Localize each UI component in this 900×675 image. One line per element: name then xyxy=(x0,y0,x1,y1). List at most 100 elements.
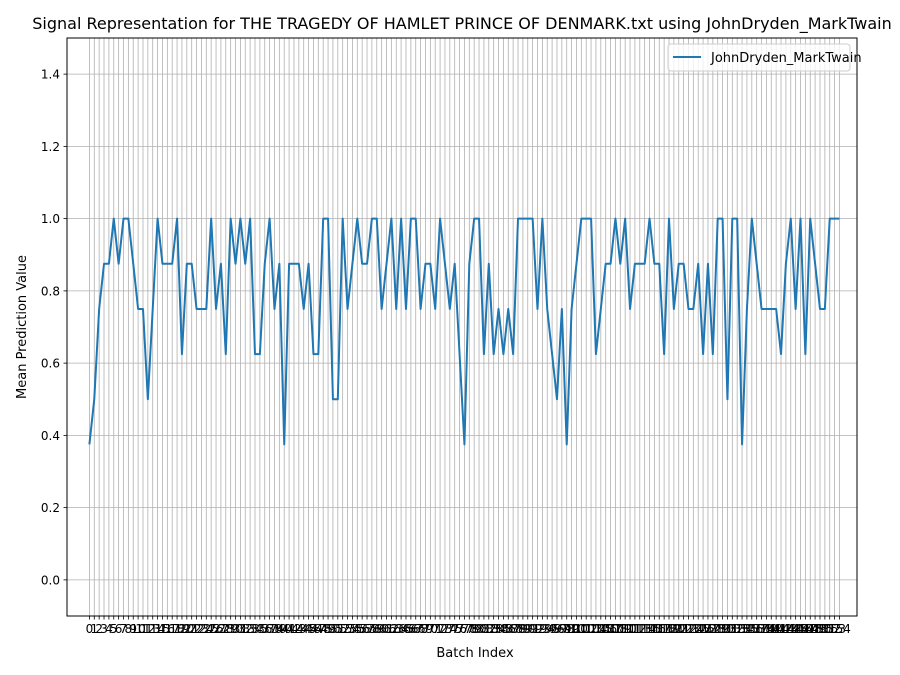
x-tick-label: 2 xyxy=(95,622,103,636)
x-tick-label: 152 xyxy=(818,622,841,636)
x-tick-label: 39 xyxy=(272,622,287,636)
x-tick-label: 137 xyxy=(745,622,768,636)
x-tick-label: 36 xyxy=(257,622,272,636)
x-tick-label: 32 xyxy=(238,622,253,636)
x-tick-label: 17 xyxy=(165,622,180,636)
x-tick-label: 9 xyxy=(129,622,137,636)
x-tick-label: 63 xyxy=(389,622,404,636)
x-tick-label: 105 xyxy=(589,622,612,636)
x-tick-label: 127 xyxy=(697,622,720,636)
x-tick-label: 24 xyxy=(199,622,214,636)
x-tick-label: 103 xyxy=(580,622,603,636)
x-tick-label: 113 xyxy=(628,622,651,636)
x-tick-label: 150 xyxy=(809,622,832,636)
x-tick-label: 108 xyxy=(604,622,627,636)
x-tick-label: 142 xyxy=(770,622,793,636)
x-tick-label: 18 xyxy=(169,622,184,636)
x-tick-label: 64 xyxy=(393,622,408,636)
y-tick-label: 0.2 xyxy=(41,501,60,515)
x-tick-label: 126 xyxy=(692,622,715,636)
x-tick-label: 147 xyxy=(794,622,817,636)
x-tick-label: 22 xyxy=(189,622,204,636)
x-tick-label: 20 xyxy=(179,622,194,636)
x-tick-label: 122 xyxy=(672,622,695,636)
x-tick-label: 79 xyxy=(467,622,482,636)
x-tick-label: 98 xyxy=(559,622,574,636)
x-tick-label: 3 xyxy=(100,622,108,636)
x-tick-label: 107 xyxy=(599,622,622,636)
x-tick-label: 95 xyxy=(544,622,559,636)
x-tick-label: 94 xyxy=(540,622,555,636)
x-tick-label: 53 xyxy=(340,622,355,636)
y-tick-label: 0.8 xyxy=(41,284,60,298)
x-tick-label: 51 xyxy=(330,622,345,636)
x-tick-label: 30 xyxy=(228,622,243,636)
x-tick-label: 121 xyxy=(667,622,690,636)
x-tick-label: 5 xyxy=(110,622,118,636)
x-tick-label: 0 xyxy=(86,622,94,636)
y-tick-label: 0.6 xyxy=(41,357,60,371)
x-tick-label: 21 xyxy=(184,622,199,636)
x-tick-label: 114 xyxy=(633,622,656,636)
x-tick-label: 34 xyxy=(247,622,262,636)
x-tick-label: 120 xyxy=(662,622,685,636)
series-line-johndryden-marktwain xyxy=(88,217,840,446)
x-tick-label: 149 xyxy=(804,622,827,636)
x-tick-label: 87 xyxy=(505,622,520,636)
x-tick-label: 70 xyxy=(423,622,438,636)
x-tick-label: 46 xyxy=(306,622,321,636)
x-tick-label: 104 xyxy=(584,622,607,636)
x-tick-label: 101 xyxy=(570,622,593,636)
x-tick-label: 139 xyxy=(755,622,778,636)
y-tick-label: 1.4 xyxy=(41,68,60,82)
x-tick-label: 43 xyxy=(291,622,306,636)
x-tick-label: 25 xyxy=(204,622,219,636)
x-tick-label: 57 xyxy=(359,622,374,636)
x-tick-label: 42 xyxy=(286,622,301,636)
x-tick-label: 86 xyxy=(501,622,516,636)
x-tick-label: 29 xyxy=(223,622,238,636)
x-tick-label: 65 xyxy=(398,622,413,636)
x-tick-label: 138 xyxy=(750,622,773,636)
x-tick-label: 130 xyxy=(711,622,734,636)
x-tick-label: 37 xyxy=(262,622,277,636)
x-tick-label: 129 xyxy=(706,622,729,636)
legend-entry-label: JohnDryden_MarkTwain xyxy=(710,51,862,66)
x-tick-label: 84 xyxy=(491,622,506,636)
x-tick-label: 93 xyxy=(535,622,550,636)
legend-box xyxy=(667,43,851,72)
x-tick-label: 68 xyxy=(413,622,428,636)
x-tick-label: 27 xyxy=(213,622,228,636)
x-tick-label: 59 xyxy=(369,622,384,636)
x-tick-label: 134 xyxy=(731,622,754,636)
y-tick-label: 0.4 xyxy=(41,429,60,443)
y-tick-label: 1.2 xyxy=(41,140,60,154)
x-tick-label: 45 xyxy=(301,622,316,636)
x-tick-label: 153 xyxy=(823,622,846,636)
x-tick-label: 38 xyxy=(267,622,282,636)
x-tick-label: 148 xyxy=(799,622,822,636)
x-tick-label: 40 xyxy=(277,622,292,636)
x-tick-label: 73 xyxy=(437,622,452,636)
x-tick-label: 85 xyxy=(496,622,511,636)
x-tick-label: 135 xyxy=(735,622,758,636)
x-tick-label: 118 xyxy=(653,622,676,636)
x-tick-label: 13 xyxy=(145,622,160,636)
x-tick-label: 76 xyxy=(452,622,467,636)
x-axis-ticks: 0123456789101112131415161718192021222324… xyxy=(86,616,851,636)
x-tick-label: 128 xyxy=(701,622,724,636)
x-tick-label: 151 xyxy=(813,622,836,636)
x-tick-label: 61 xyxy=(379,622,394,636)
y-tick-label: 1.0 xyxy=(41,212,60,226)
x-tick-label: 89 xyxy=(515,622,530,636)
x-tick-label: 44 xyxy=(296,622,311,636)
x-tick-label: 26 xyxy=(208,622,223,636)
x-tick-label: 96 xyxy=(549,622,564,636)
x-tick-label: 90 xyxy=(520,622,535,636)
x-tick-label: 50 xyxy=(325,622,340,636)
x-tick-label: 54 xyxy=(345,622,360,636)
x-tick-label: 154 xyxy=(828,622,851,636)
x-tick-label: 48 xyxy=(316,622,331,636)
x-tick-label: 6 xyxy=(115,622,123,636)
x-tick-label: 99 xyxy=(564,622,579,636)
